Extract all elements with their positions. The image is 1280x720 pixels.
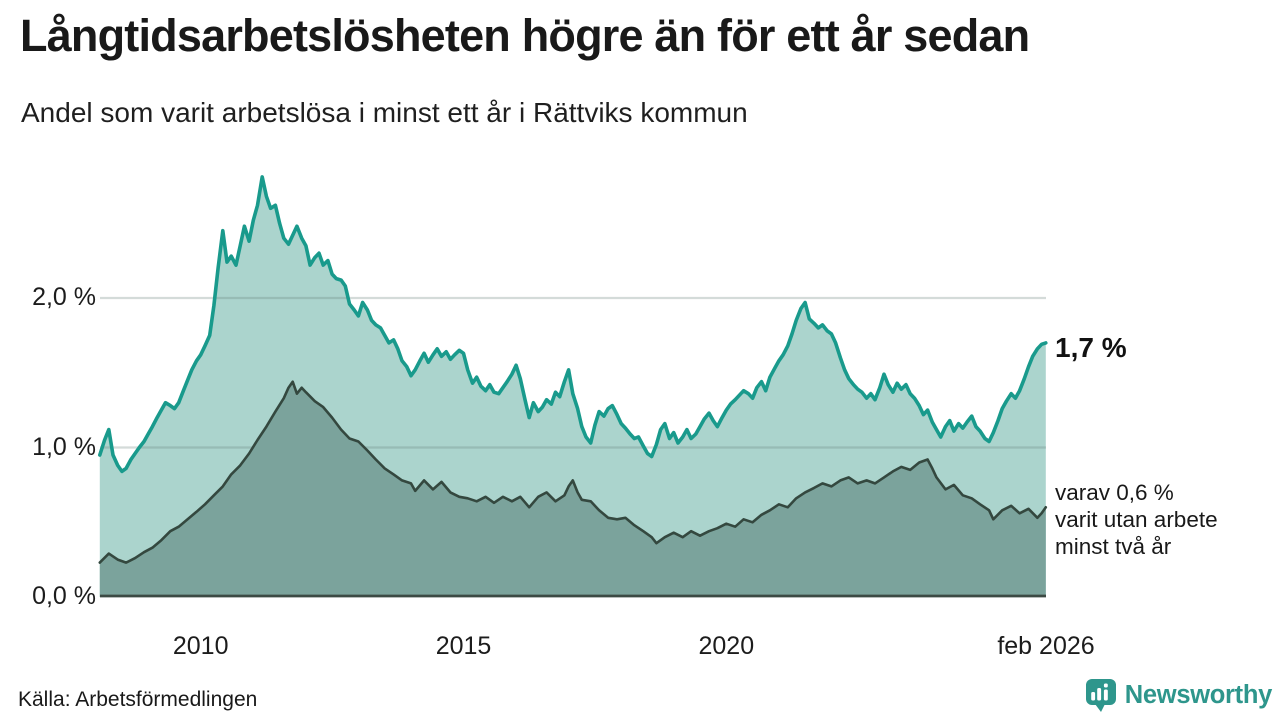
page-title: Långtidsarbetslösheten högre än för ett …	[20, 10, 1030, 61]
newsworthy-logo-icon	[1085, 679, 1116, 712]
y-axis-label: 1,0 %	[32, 432, 96, 461]
source-caption: Källa: Arbetsförmedlingen	[18, 688, 258, 711]
y-axis-label: 2,0 %	[32, 283, 96, 311]
secondary-value-label: varav 0,6 % varit utan arbete minst två år	[1055, 480, 1218, 559]
latest-value-label: 1,7 %	[1055, 332, 1127, 363]
newsworthy-logo-text: Newsworthy	[1124, 681, 1273, 709]
newsworthy-logo: Newsworthy	[1085, 679, 1273, 712]
y-axis-label: 0,0 %	[32, 582, 96, 610]
x-axis-label: 2020	[698, 632, 755, 660]
x-axis-label: feb 2026	[997, 632, 1095, 660]
x-axis-label: 2010	[172, 632, 229, 660]
x-axis-label: 2015	[435, 632, 492, 660]
page-subtitle: Andel som varit arbetslösa i minst ett å…	[21, 97, 748, 128]
